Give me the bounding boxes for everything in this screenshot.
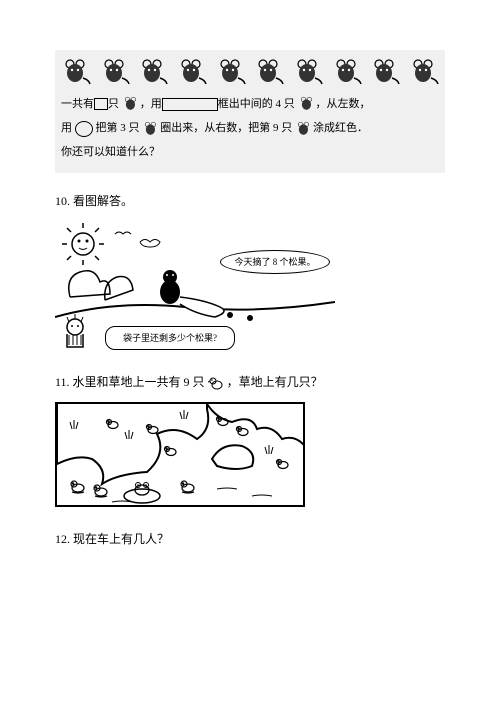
mouse-icon xyxy=(138,58,168,86)
mouse-icon xyxy=(254,58,284,86)
mouse-inline-icon xyxy=(142,121,160,137)
q10-label: 10. 看图解答。 xyxy=(55,191,445,213)
duck-inline-icon xyxy=(208,376,224,390)
question-9: 一共有 只 ，用 框出中间的 4 只 ，从左数， 用 把第 3 只 圈出来，从右数，… xyxy=(55,50,445,173)
q9-t10: 你还可以知道什么？ xyxy=(61,146,160,158)
q9-t2: 只 xyxy=(108,98,119,110)
q10-illustration: 今天摘了 8 个松果。 袋子里还剩多少个松果? xyxy=(55,222,335,352)
q12-label: 12. 现在车上有几人？ xyxy=(55,529,445,551)
q9-text: 一共有 只 ，用 框出中间的 4 只 ，从左数， 用 把第 3 只 圈出来，从右数，… xyxy=(61,92,439,165)
mouse-icon xyxy=(409,58,439,86)
q9-t7: 把第 3 只 xyxy=(96,122,140,134)
q9-t1: 一共有 xyxy=(61,98,94,110)
q9-t3: ，用 xyxy=(140,98,162,110)
mouse-inline-icon xyxy=(298,96,316,112)
mouse-icon xyxy=(370,58,400,86)
question-10: 10. 看图解答。 xyxy=(55,191,445,353)
bubble1-text: 今天摘了 8 个松果。 xyxy=(234,257,315,267)
q9-t6: 用 xyxy=(61,122,72,134)
mouse-icon xyxy=(332,58,362,86)
mouse-icon xyxy=(293,58,323,86)
q9-t8: 圈出来，从右数，把第 9 只 xyxy=(160,122,292,134)
q9-t4: 框出中间的 4 只 xyxy=(218,98,295,110)
speech-bubble-2: 袋子里还剩多少个松果? xyxy=(105,326,235,350)
mouse-inline-icon xyxy=(122,96,140,112)
q11-tb: ，草地上有几只？ xyxy=(227,375,323,389)
mice-row xyxy=(61,58,439,86)
mouse-icon xyxy=(216,58,246,86)
mouse-icon xyxy=(61,58,91,86)
q11-text: 11. 水里和草地上一共有 9 只 ，草地上有几只？ xyxy=(55,372,445,394)
mouse-inline-icon xyxy=(295,121,313,137)
q9-t5: ，从左数， xyxy=(316,98,371,110)
question-12: 12. 现在车上有几人？ xyxy=(55,529,445,551)
blank-square xyxy=(94,98,108,110)
q11-ta: 11. 水里和草地上一共有 9 只 xyxy=(55,375,205,389)
question-11: 11. 水里和草地上一共有 9 只 ，草地上有几只？ xyxy=(55,372,445,507)
mouse-icon xyxy=(177,58,207,86)
bubble2-text: 袋子里还剩多少个松果? xyxy=(123,333,217,343)
q11-illustration xyxy=(55,402,305,507)
mouse-icon xyxy=(100,58,130,86)
blank-rect xyxy=(162,98,218,111)
blank-circle xyxy=(75,121,93,137)
q9-t9: 涂成红色． xyxy=(313,122,368,134)
